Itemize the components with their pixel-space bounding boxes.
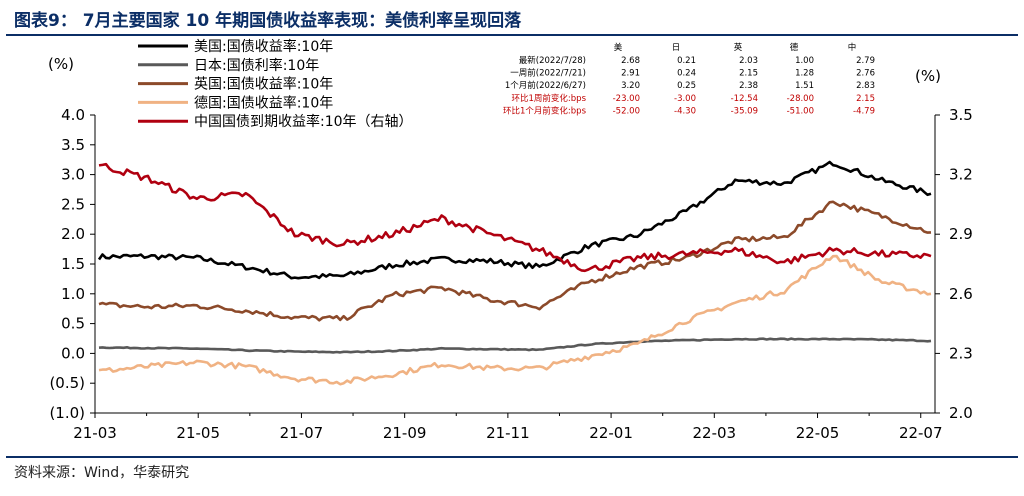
left-tick-label: 2.0 <box>61 225 85 243</box>
series-line-2 <box>98 200 932 322</box>
x-tick-label: 21-11 <box>486 424 530 442</box>
table-header-3: 德 <box>790 42 799 53</box>
x-tick-label: 21-05 <box>176 424 220 442</box>
series-line-0 <box>97 160 932 280</box>
left-tick-label: 3.0 <box>61 166 85 184</box>
right-tick-label: 2.3 <box>949 344 973 362</box>
table-cell: -35.09 <box>731 106 758 116</box>
x-tick-label: 21-07 <box>280 424 324 442</box>
legend-label-1: 日本:国债利率:10年 <box>194 57 319 74</box>
table-cell: 2.03 <box>739 56 758 66</box>
table-cell: 2.15 <box>739 69 758 79</box>
table-header-4: 中 <box>848 42 857 53</box>
legend-label-0: 美国:国债收益率:10年 <box>194 38 333 55</box>
right-tick-label: 2.9 <box>949 225 973 243</box>
x-tick-label: 21-09 <box>383 424 427 442</box>
table-cell: 2.38 <box>739 81 758 91</box>
table-cell: 0.21 <box>677 56 696 66</box>
top-rule <box>6 34 1018 36</box>
table-header-1: 日 <box>672 43 681 53</box>
table-cell: 2.76 <box>856 69 875 79</box>
figure-title: 图表9： 7月主要国家 10 年期国债收益率表现：美债利率呈现回落 <box>14 11 522 31</box>
legend-label-4: 中国国债到期收益率:10年（右轴） <box>194 113 413 130</box>
table-cell: 1.00 <box>795 56 814 66</box>
table-header-0: 美 <box>614 42 623 53</box>
right-tick-label: 2.6 <box>949 285 973 303</box>
bottom-rule <box>6 456 1018 458</box>
legend-label-3: 德国:国债收益率:10年 <box>194 94 333 111</box>
right-tick-label: 2.0 <box>949 404 973 422</box>
left-tick-label: 1.5 <box>61 255 85 273</box>
table-cell: -4.30 <box>674 106 696 116</box>
table-cell: 1.51 <box>795 81 814 91</box>
x-tick-label: 22-07 <box>899 424 943 442</box>
x-tick-label: 22-05 <box>796 424 840 442</box>
table-cell: 2.68 <box>621 56 640 66</box>
table-cell: -23.00 <box>613 94 640 104</box>
table-cell: 2.91 <box>621 69 640 79</box>
table-row-label: 1个月前(2022/6/27) <box>505 80 586 91</box>
table-cell: -51.00 <box>787 106 814 116</box>
left-axis-unit: (%) <box>48 55 74 73</box>
table-cell: 2.83 <box>856 81 875 91</box>
left-tick-label: 1.0 <box>61 285 85 303</box>
table-cell: -28.00 <box>787 94 814 104</box>
right-axis-unit: (%) <box>915 67 941 85</box>
left-tick-label: (1.0) <box>49 404 85 422</box>
table-cell: -3.00 <box>674 94 696 104</box>
left-tick-label: 0.0 <box>61 344 85 362</box>
table-cell: 0.25 <box>677 81 696 91</box>
table-row-label: 环比1周前变化:bps <box>512 93 587 104</box>
title-bar: 图表9： 7月主要国家 10 年期国债收益率表现：美债利率呈现回落 <box>0 0 1024 32</box>
series-line-4 <box>98 162 932 273</box>
legend-label-2: 英国:国债收益率:10年 <box>194 76 333 93</box>
table-cell: 2.79 <box>856 56 875 66</box>
left-tick-label: 3.5 <box>61 136 85 154</box>
yield-chart: 4.0 3.5 3.0 2.5 2.0 1.5 1.0 0.5 0.0 (0.5) (1.0) 3.5… <box>48 38 973 442</box>
x-tick-label: 22-03 <box>693 424 737 442</box>
table-cell: -12.54 <box>731 94 758 104</box>
table-cell: 2.15 <box>856 94 875 104</box>
right-tick-label: 3.5 <box>949 106 973 124</box>
table-cell: 1.28 <box>795 69 814 79</box>
table-row-label: 一周前(2022/7/21) <box>510 68 586 79</box>
table-row-label: 最新(2022/7/28) <box>519 55 586 66</box>
table-header-2: 英 <box>734 42 743 53</box>
x-tick-label: 21-03 <box>73 424 117 442</box>
left-tick-label: 4.0 <box>61 106 85 124</box>
left-tick-label: 0.5 <box>61 315 85 333</box>
table-cell: -4.79 <box>853 106 875 116</box>
x-tick-label: 22-01 <box>589 424 633 442</box>
series-line-1 <box>98 337 932 354</box>
table-cell: 3.20 <box>621 81 640 91</box>
source-note: 资料来源：Wind，华泰研究 <box>14 465 190 481</box>
table-cell: -52.00 <box>613 106 640 116</box>
left-tick-label: 2.5 <box>61 195 85 213</box>
left-tick-label: (0.5) <box>49 374 85 392</box>
right-tick-label: 3.2 <box>949 166 973 184</box>
table-cell: 0.24 <box>677 69 696 79</box>
table-row-label: 环比1个月前变化:bps <box>503 105 587 116</box>
series-line-3 <box>98 254 932 386</box>
